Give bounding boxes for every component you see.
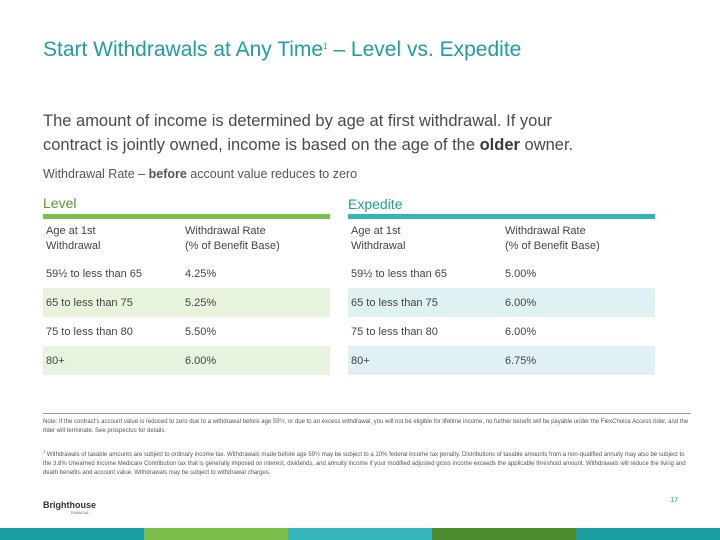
rate-cell: 5.00% [505,267,537,280]
rate-cell: 4.25% [185,267,217,280]
brighthouse-logo: Brighthouse FINANCIAL [43,500,96,515]
table-row: 65 to less than 75 6.00% [348,288,655,317]
expedite-accent-bar [348,214,655,219]
footer-band-segment [576,528,720,540]
age-cell: 59½ to less than 65 [46,267,143,280]
rate-cell: 6.00% [505,325,537,338]
table-header-row: Age at 1st Withdrawal Withdrawal Rate (% o… [348,219,655,259]
intro-text: The amount of income is determined by ag… [43,112,574,154]
footer-band-segment [432,528,576,540]
footnote-text: 1 Withdrawals of taxable amounts are sub… [43,449,686,476]
level-accent-bar [43,214,330,219]
note-text: Note: If the contract's account value is… [43,419,689,434]
age-cell: 65 to less than 75 [348,288,502,317]
age-cell: 59½ to less than 65 [351,267,448,280]
footer-color-band [0,528,720,540]
rate-cell: 6.00% [502,288,655,317]
age-header: Age at 1st Withdrawal [46,225,101,252]
page-title: Start Withdrawals at Any Time1 – Level v… [43,38,522,61]
age-cell: 75 to less than 80 [46,325,133,338]
expedite-label: Expedite [348,196,403,212]
page-number: 17 [670,497,678,504]
logo-sub: FINANCIAL [71,511,90,515]
level-label: Level [43,195,77,211]
footer-band-segment [144,528,288,540]
rate-cell: 5.25% [182,288,330,317]
age-cell: 75 to less than 80 [351,325,438,338]
withdrawal-rate-subhead: Withdrawal Rate – before account value r… [43,167,358,181]
footer-band-segment [288,528,432,540]
footer-band-segment [0,528,144,540]
age-cell: 80+ [43,346,182,375]
age-cell: 65 to less than 75 [43,288,182,317]
table-row: 75 to less than 80 6.00% [348,317,655,346]
rate-header: Withdrawal Rate (% of Benefit Base) [505,225,600,252]
rate-cell: 6.75% [502,346,655,375]
rate-cell: 6.00% [182,346,330,375]
rate-header: Withdrawal Rate (% of Benefit Base) [185,225,280,252]
age-cell: 80+ [348,346,502,375]
table-row: 59½ to less than 65 5.00% [348,259,655,288]
rate-cell: 5.50% [185,325,217,338]
table-row: 80+ 6.75% [348,346,655,375]
notes-divider [43,413,691,414]
table-row: 80+ 6.00% [43,346,330,375]
footnote-ref: 1 [323,42,328,51]
table-row: 59½ to less than 65 4.25% [43,259,330,288]
logo-name: Brighthouse [43,500,96,510]
table-row: 65 to less than 75 5.25% [43,288,330,317]
level-table: Age at 1st Withdrawal Withdrawal Rate (% o… [43,219,330,375]
age-header: Age at 1st Withdrawal [351,225,406,252]
expedite-table: Age at 1st Withdrawal Withdrawal Rate (% o… [348,219,655,375]
table-row: 75 to less than 80 5.50% [43,317,330,346]
table-header-row: Age at 1st Withdrawal Withdrawal Rate (% o… [43,219,330,259]
